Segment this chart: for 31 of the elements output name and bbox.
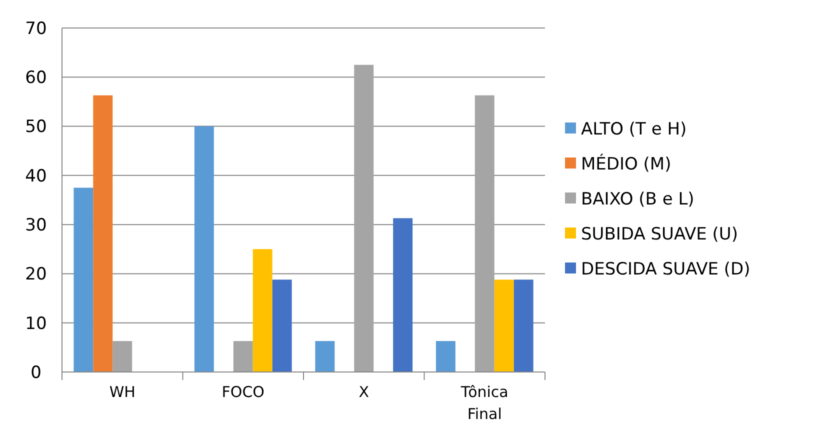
bar	[112, 341, 132, 372]
y-tick-label: 0	[30, 362, 42, 383]
y-tick-label: 50	[25, 117, 47, 138]
bar	[354, 64, 374, 372]
legend-label: DESCIDA SUAVE (D)	[581, 259, 750, 280]
bar	[494, 280, 514, 372]
y-tick-label: 40	[25, 166, 47, 186]
x-tick-label: FOCO	[222, 383, 264, 401]
y-tick-label: 30	[25, 216, 47, 236]
y-tick-label: 20	[25, 264, 47, 285]
legend-label: ALTO (T e H)	[581, 119, 687, 140]
bar	[436, 341, 456, 372]
x-tick-label: WH	[109, 383, 136, 401]
legend-label: SUBIDA SUAVE (U)	[581, 224, 738, 244]
y-tick-label: 70	[25, 18, 47, 39]
y-tick-label: 60	[25, 68, 47, 88]
y-tick-label: 10	[25, 314, 47, 334]
bar	[272, 280, 292, 372]
bar	[514, 280, 534, 372]
bar	[315, 341, 335, 372]
bar	[252, 249, 272, 372]
bar	[93, 95, 113, 372]
bar	[74, 188, 94, 372]
bar	[474, 95, 494, 372]
legend-label: MÉDIO (M)	[581, 153, 672, 174]
x-tick-label: Tônica Final	[460, 383, 508, 423]
bar	[194, 126, 214, 372]
legend-label: BAIXO (B e L)	[581, 189, 694, 210]
bar	[233, 341, 253, 372]
bar	[393, 218, 413, 372]
x-tick-label: X	[358, 383, 370, 401]
